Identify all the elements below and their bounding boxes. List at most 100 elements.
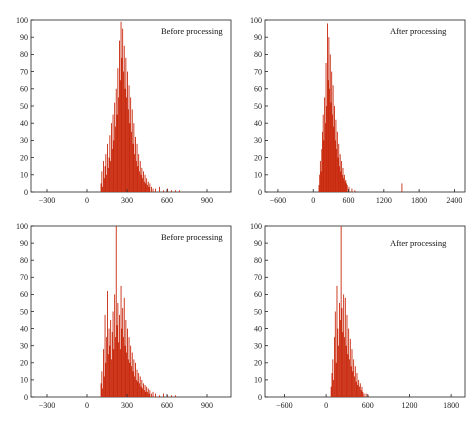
histogram-bar xyxy=(333,379,335,397)
histogram-bar xyxy=(135,379,137,397)
histogram-bar xyxy=(128,337,130,397)
histogram-bar xyxy=(339,166,340,192)
histogram-bar xyxy=(127,359,129,397)
histogram-bar xyxy=(125,57,127,193)
histogram-bar xyxy=(348,186,350,192)
y-tick-label: 90 xyxy=(254,33,262,42)
histogram-bar xyxy=(135,161,137,192)
histogram-bar xyxy=(122,308,124,397)
histogram-bar xyxy=(104,314,106,397)
histogram-bar xyxy=(143,390,145,397)
histogram-bar xyxy=(105,362,107,397)
y-tick-label: 10 xyxy=(254,171,262,180)
histogram-bar xyxy=(102,186,104,192)
histogram-bar xyxy=(127,328,128,397)
y-tick-label: 30 xyxy=(20,136,28,145)
histogram-bar xyxy=(148,186,150,192)
histogram-panel-2: 0 10 20 30 40 50 60 70 80 90 100 −600 0 600 1200 1800 24… xyxy=(250,16,466,205)
histogram-bar xyxy=(129,362,131,397)
histogram-bar xyxy=(140,386,142,397)
histogram-bar xyxy=(128,85,130,192)
histogram-bar xyxy=(111,149,113,192)
histogram-bar xyxy=(347,354,349,397)
histogram-bar xyxy=(126,352,128,397)
histogram-bar xyxy=(109,135,111,192)
histogram-bar xyxy=(340,226,342,397)
histogram-bar xyxy=(322,114,324,192)
histogram-bar xyxy=(341,308,343,397)
histogram-bar xyxy=(337,328,339,397)
histogram-bar xyxy=(359,386,360,397)
histogram-bar xyxy=(339,302,340,397)
histogram-bar xyxy=(362,391,364,397)
histogram-bar xyxy=(107,354,109,397)
histogram-bar xyxy=(131,366,132,397)
x-tick-label: −600 xyxy=(276,401,293,410)
histogram-bars xyxy=(100,21,180,193)
x-tick-label: 1200 xyxy=(401,401,417,410)
histogram-bar xyxy=(332,359,334,397)
x-tick-label: −600 xyxy=(270,196,287,205)
histogram-bars xyxy=(318,23,403,193)
histogram-bar xyxy=(137,381,139,397)
histogram-bar xyxy=(167,395,168,397)
histogram-bar xyxy=(133,123,135,192)
y-tick-label: 20 xyxy=(254,359,262,368)
histogram-bars xyxy=(100,226,176,397)
histogram-panel-1: 0 10 20 30 40 50 60 70 80 90 100 −300 0 300 600 900 Befo… xyxy=(16,16,232,205)
histogram-bar xyxy=(331,373,333,397)
histogram-bar xyxy=(319,174,321,192)
histogram-bar xyxy=(115,126,116,192)
histogram-bar xyxy=(343,294,345,397)
y-tick-label: 100 xyxy=(16,16,28,25)
histogram-bar xyxy=(345,179,347,192)
histogram-panel-4: 0 10 20 30 40 50 60 70 80 90 100 −600 0 600 1200 1800 Af… xyxy=(250,222,466,410)
x-tick-label: 600 xyxy=(343,196,355,205)
histogram-bar xyxy=(141,167,143,192)
panel-title: Before processing xyxy=(161,26,223,36)
histogram-bar xyxy=(135,362,136,397)
histogram-bar xyxy=(344,297,346,397)
y-tick-label: 0 xyxy=(258,188,262,197)
histogram-bar xyxy=(354,376,355,397)
x-tick-label: 0 xyxy=(85,401,89,410)
histogram-bar xyxy=(113,349,115,397)
histogram-bar xyxy=(335,119,337,192)
histogram-bar xyxy=(340,171,342,192)
x-tick-label: 2400 xyxy=(446,196,462,205)
histogram-bar xyxy=(110,161,112,192)
histogram-bar xyxy=(118,97,120,192)
histogram-bar xyxy=(146,386,148,397)
histogram-bar xyxy=(175,395,176,397)
histogram-bar xyxy=(334,311,336,397)
histogram-bar xyxy=(349,359,350,397)
histogram-bar xyxy=(334,140,336,192)
histogram-bar xyxy=(344,181,346,192)
histogram-bar xyxy=(109,345,111,397)
histogram-bar xyxy=(119,314,120,397)
histogram-bars xyxy=(330,226,369,397)
histogram-bar xyxy=(346,185,348,192)
histogram-bar xyxy=(401,183,403,192)
histogram-bar xyxy=(134,376,136,397)
histogram-bar xyxy=(325,63,327,192)
histogram-bar xyxy=(327,23,328,192)
y-tick-label: 100 xyxy=(250,222,262,231)
histogram-bar xyxy=(358,379,360,397)
y-tick-label: 0 xyxy=(258,393,262,402)
histogram-bar xyxy=(114,294,116,397)
histogram-bar xyxy=(107,143,108,192)
histogram-bar xyxy=(346,183,347,192)
histogram-bar xyxy=(332,85,334,192)
histogram-bar xyxy=(108,157,110,192)
histogram-bar xyxy=(354,366,356,397)
histogram-bar xyxy=(324,97,326,192)
histogram-bar xyxy=(329,88,331,192)
histogram-bar xyxy=(342,167,344,192)
histogram-bar xyxy=(127,109,129,192)
histogram-bar xyxy=(133,359,135,397)
y-tick-label: 70 xyxy=(20,67,28,76)
histogram-bar xyxy=(145,391,147,397)
histogram-bar xyxy=(361,386,363,397)
